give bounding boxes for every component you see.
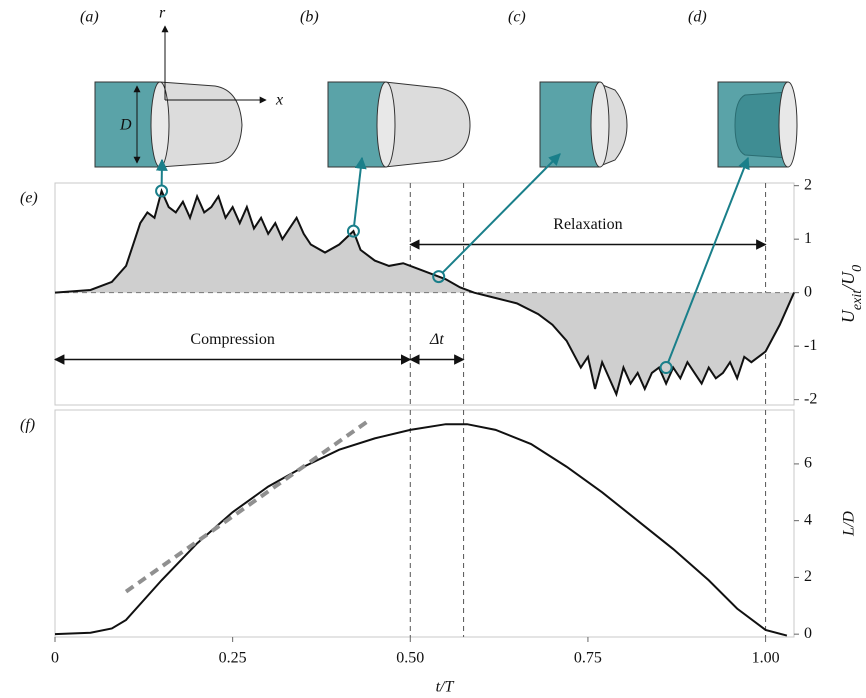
- jet-cap: [159, 81, 243, 168]
- marker: [155, 184, 169, 198]
- annotation: Relaxation: [553, 216, 622, 233]
- y-axis-label: Uexit/U0: [838, 265, 865, 323]
- annotation: Δt: [429, 331, 444, 348]
- y-tick-label: 2: [804, 176, 812, 193]
- inner-film: [734, 91, 789, 159]
- y-label-part: /U: [838, 271, 858, 291]
- annotation: Compression: [190, 331, 274, 348]
- marker: [432, 270, 446, 284]
- cylinder: [327, 81, 387, 168]
- pointer-arrow: [442, 153, 561, 274]
- panel-label: (d): [688, 9, 707, 26]
- cylinder-end: [778, 81, 798, 168]
- diagrams: (a) (b) (c) (d) D r x: [80, 5, 798, 168]
- cylinder-end: [150, 81, 170, 168]
- x-tick-label: 0.50: [396, 650, 424, 667]
- y-tick-label: 6: [804, 455, 812, 472]
- x-tick-label: 0.75: [574, 650, 602, 667]
- x-tick-label: 1.00: [752, 650, 780, 667]
- slope-line: [124, 419, 369, 594]
- panel-label: (f): [20, 417, 35, 434]
- panel-label: (e): [20, 190, 38, 207]
- line: [54, 188, 795, 398]
- x-label: x: [275, 92, 283, 109]
- pointer-arrow: [667, 156, 750, 363]
- y-label-part: exit: [850, 289, 865, 310]
- cylinder-end: [376, 81, 396, 168]
- cylinder: [539, 81, 601, 168]
- y-label-part: 0: [850, 265, 865, 272]
- x-axis-label: t/T: [436, 679, 455, 696]
- y-axis-label: L/D: [841, 511, 858, 537]
- y-tick-label: 1: [804, 230, 812, 247]
- cylinder: [94, 81, 161, 168]
- marker: [659, 361, 673, 375]
- x-tick-label: 0.25: [219, 650, 247, 667]
- panel-label: (a): [80, 9, 99, 26]
- y-tick-label: 2: [804, 568, 812, 585]
- jet-cap: [384, 81, 471, 168]
- panel-label: (c): [508, 9, 526, 26]
- y-tick-label: -2: [804, 390, 817, 407]
- line: [54, 423, 788, 637]
- panel-label: (b): [300, 9, 319, 26]
- y-tick-label: 4: [804, 511, 812, 528]
- axes-frame: [54, 409, 795, 638]
- y-tick-label: 0: [804, 625, 812, 642]
- y-tick-label: 0: [804, 283, 812, 300]
- marker: [346, 224, 360, 238]
- y-label-part: U: [838, 309, 858, 323]
- r-label: r: [159, 5, 166, 22]
- y-tick-label: -1: [804, 337, 817, 354]
- x-tick-label: 0: [51, 650, 59, 667]
- cylinder-end: [590, 81, 610, 168]
- d-label: D: [119, 117, 132, 134]
- pointer-arrow: [353, 156, 367, 226]
